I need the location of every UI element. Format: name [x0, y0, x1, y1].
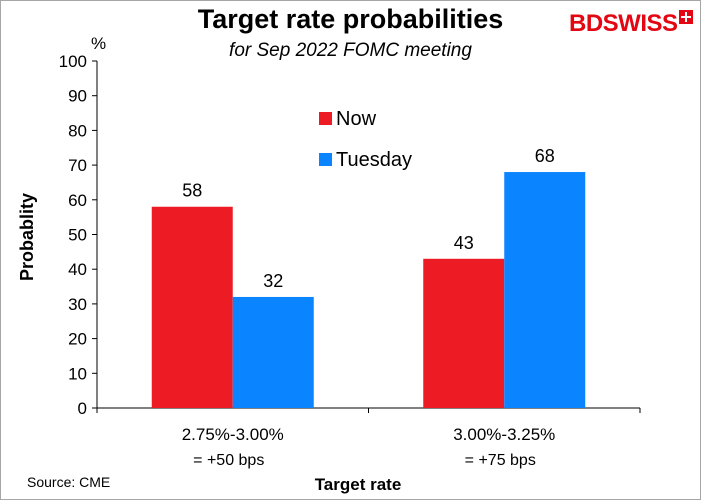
y-tick-label: 90: [68, 87, 87, 106]
y-tick-label: 70: [68, 156, 87, 175]
data-label: 68: [535, 146, 555, 166]
x-tick-label: 2.75%-3.00%: [182, 425, 284, 444]
data-label: 43: [454, 233, 474, 253]
x-tick-label: = +50 bps: [193, 452, 264, 469]
source-note: Source: CME: [27, 474, 111, 490]
bar-now: [423, 258, 505, 408]
y-tick-label: 100: [59, 52, 87, 71]
bar-tuesday: [504, 172, 586, 408]
chart-title: Target rate probabilities: [197, 4, 504, 34]
y-tick-label: 10: [68, 364, 87, 383]
plus-icon: [678, 3, 693, 24]
data-label: 58: [182, 181, 202, 201]
x-tick-label: = +75 bps: [465, 452, 536, 469]
x-tick-label: 3.00%-3.25%: [453, 425, 555, 444]
y-tick-label: 30: [68, 295, 87, 314]
legend-label-tuesday: Tuesday: [336, 149, 412, 171]
data-label: 32: [263, 271, 283, 291]
bar-tuesday: [232, 296, 314, 408]
brand-logo: BDSWISS: [569, 10, 693, 38]
legend-swatch-now: [319, 112, 332, 125]
y-tick-label: 60: [68, 191, 87, 210]
y-tick-label: 0: [78, 399, 87, 418]
brand-logo-text: BDSWISS: [569, 10, 678, 37]
y-axis-title: Probablity: [17, 193, 37, 281]
y-tick-label: 40: [68, 260, 87, 279]
bar-now: [151, 206, 233, 408]
y-tick-label: 20: [68, 330, 87, 349]
legend-swatch-tuesday: [319, 153, 332, 166]
y-axis-unit: %: [91, 34, 106, 53]
legend-label-now: Now: [336, 108, 377, 130]
x-axis-title: Target rate: [315, 475, 402, 494]
chart-subtitle: for Sep 2022 FOMC meeting: [229, 40, 472, 61]
y-tick-label: 80: [68, 121, 87, 140]
y-tick-label: 50: [68, 226, 87, 245]
